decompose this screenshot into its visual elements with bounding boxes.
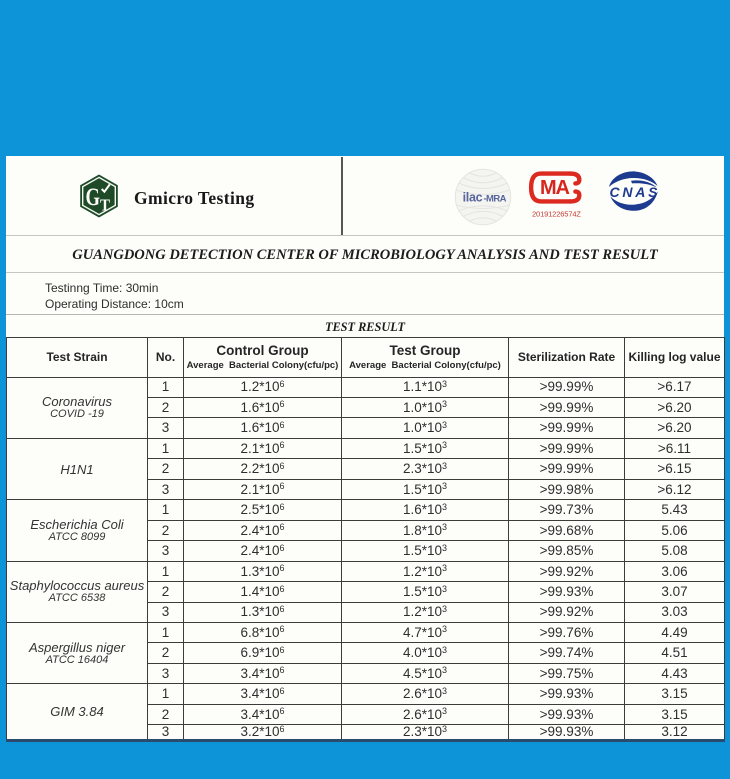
svg-text:ilac: ilac: [463, 191, 483, 205]
svg-text:20191226574Z: 20191226574Z: [532, 210, 581, 219]
svg-text:G: G: [86, 184, 101, 211]
svg-text:CNAS: CNAS: [610, 184, 659, 200]
svg-text:-MRA: -MRA: [484, 194, 507, 205]
svg-text:MA: MA: [540, 177, 570, 199]
svg-text:T: T: [100, 196, 110, 215]
